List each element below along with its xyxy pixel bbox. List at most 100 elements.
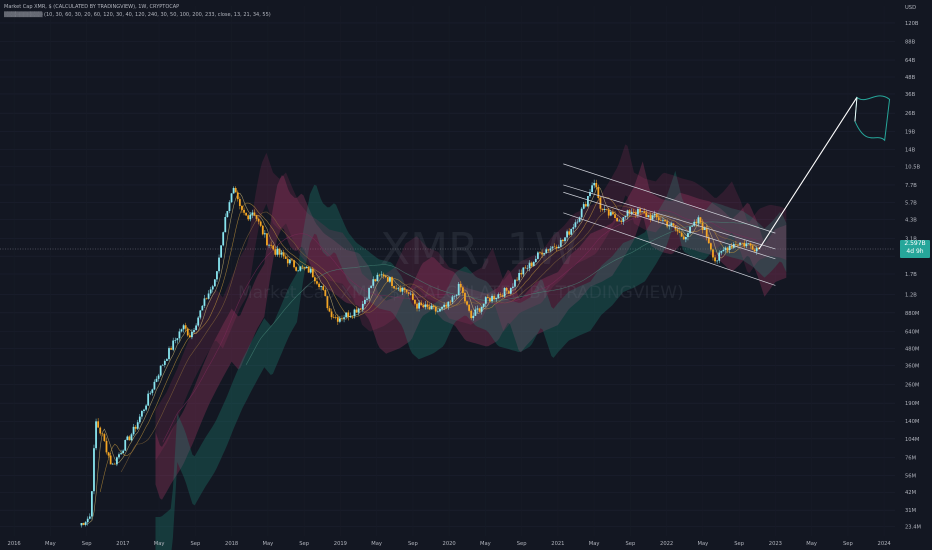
candle-body <box>472 315 475 319</box>
candle-body <box>566 231 568 238</box>
candle-body <box>534 258 537 263</box>
candle-body <box>359 308 362 310</box>
candle-body <box>178 331 181 339</box>
candle-body <box>720 251 723 253</box>
candle-body <box>211 286 214 290</box>
y-tick-label: 23.4M <box>905 525 921 531</box>
candle-body <box>226 211 229 218</box>
candle-body <box>474 309 477 316</box>
y-tick-label: 4.3B <box>905 217 917 223</box>
candle-body <box>528 262 531 269</box>
flag-pole <box>854 97 858 122</box>
candle-body <box>149 392 152 394</box>
candle-body <box>193 330 195 333</box>
candle-body <box>197 317 200 326</box>
candle-body <box>357 308 360 313</box>
candle-body <box>170 348 172 350</box>
candle-body <box>157 375 160 379</box>
candle-body <box>466 301 468 305</box>
candle-body <box>511 286 514 289</box>
candle-body <box>166 359 168 361</box>
candle-body <box>311 268 314 278</box>
candle-body <box>641 211 644 213</box>
candle-body <box>597 187 600 198</box>
candle-body <box>130 434 133 441</box>
x-tick-label: 2024 <box>878 541 892 547</box>
candle-body <box>637 208 639 215</box>
candle-body <box>80 523 83 526</box>
candle-body <box>168 348 170 360</box>
candle-body <box>389 277 391 282</box>
candle-body <box>355 309 358 313</box>
candle-body <box>666 221 669 227</box>
time-axis[interactable]: 2016 May Sep 2017 May Sep 2018 May Sep 2019 May Sep… <box>8 541 892 547</box>
candle-body <box>607 209 610 216</box>
candle-body <box>655 213 658 218</box>
candle-body <box>609 212 612 216</box>
grid <box>0 6 895 536</box>
y-tick-label: 19B <box>905 130 916 136</box>
price-axis[interactable]: 120B 88B 64B 48B 36B 26B 19B 14B 10.5B 7.7B 5.7B 4.… <box>905 5 921 531</box>
candle-body <box>693 221 696 226</box>
candle-body <box>303 267 306 268</box>
candle-body <box>136 422 139 429</box>
y-tick-label: 42M <box>905 490 916 496</box>
candle-body <box>657 217 660 221</box>
candle-body <box>339 318 341 322</box>
y-tick-label: 64B <box>905 58 916 64</box>
drawings[interactable] <box>563 95 891 286</box>
candle-body <box>580 208 583 218</box>
candle-body <box>634 212 637 215</box>
candle-body <box>576 221 579 223</box>
y-tick-label: 480M <box>905 347 919 353</box>
y-tick-label: 1.2B <box>905 293 917 299</box>
candle-body <box>241 205 243 210</box>
candle-body <box>113 463 116 465</box>
candle-body <box>207 293 210 299</box>
candle-body <box>564 237 566 242</box>
x-tick-label: Sep <box>517 541 527 547</box>
channel-line <box>563 212 776 286</box>
candle-body <box>203 298 206 306</box>
candle-body <box>243 209 245 213</box>
candle-body <box>451 296 454 302</box>
candle-body <box>449 301 452 303</box>
candle-body <box>220 245 223 258</box>
candle-body <box>532 262 535 266</box>
y-tick-label: 76M <box>905 455 916 461</box>
y-tick-label: 640M <box>905 330 919 336</box>
candle-body <box>737 244 739 246</box>
candle-body <box>468 304 471 311</box>
candle-body <box>670 223 673 226</box>
candle-body <box>514 279 516 287</box>
candle-body <box>589 192 591 197</box>
candle-body <box>668 225 671 227</box>
candle-body <box>109 455 112 465</box>
candle-body <box>624 215 627 218</box>
candle-body <box>368 287 370 299</box>
candle-body <box>547 249 550 251</box>
candle-body <box>280 252 283 255</box>
candle-body <box>326 296 329 309</box>
candle-body <box>366 298 368 300</box>
candle-body <box>591 185 593 193</box>
candle-body <box>376 274 379 282</box>
candle-body <box>234 188 237 193</box>
candle-body <box>522 267 525 275</box>
candle-body <box>486 297 489 299</box>
moving-average-line <box>245 221 759 365</box>
candle-body <box>116 457 118 465</box>
candle-body <box>459 283 462 288</box>
y-tick-label: 14B <box>905 148 916 154</box>
candle-body <box>701 222 704 231</box>
candle-body <box>572 227 575 229</box>
candle-body <box>186 328 189 336</box>
candle-body <box>747 243 750 244</box>
candle-body <box>455 295 458 296</box>
chart-title: Market Cap XMR, $ (CALCULATED BY TRADING… <box>4 4 180 10</box>
candle-body <box>349 315 352 318</box>
candle-body <box>318 283 320 288</box>
candle-body <box>541 252 543 255</box>
candle-body <box>253 212 256 216</box>
